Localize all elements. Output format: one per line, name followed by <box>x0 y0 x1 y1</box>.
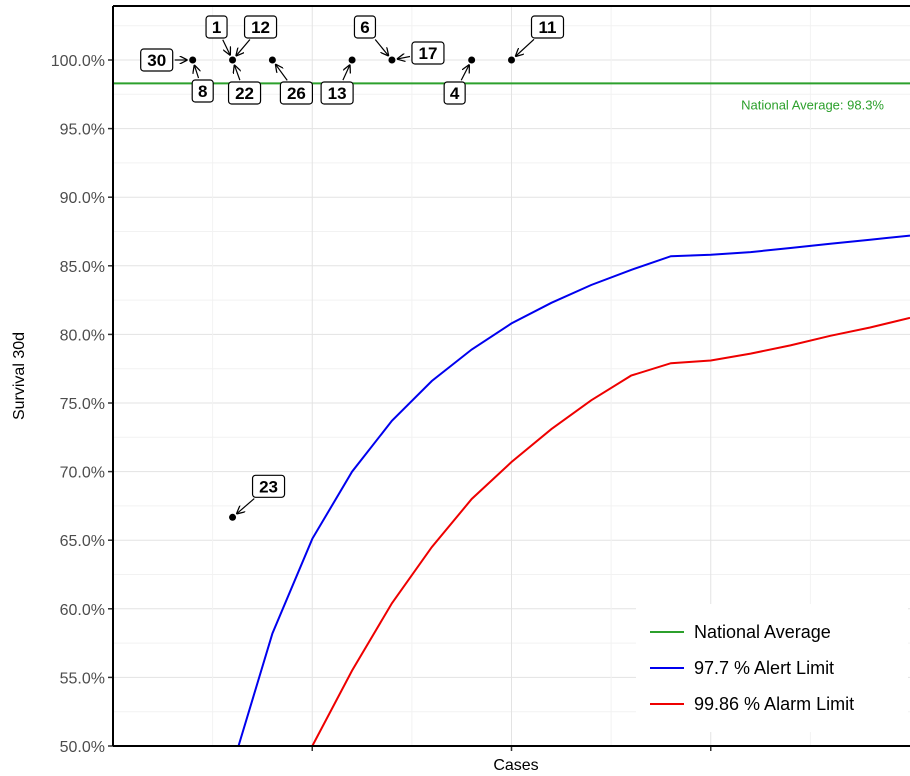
legend-label: 97.7 % Alert Limit <box>694 658 834 678</box>
label-box <box>279 81 313 105</box>
legend-label: 99.86 % Alarm Limit <box>694 694 854 714</box>
grid-lines <box>113 6 910 747</box>
label-box <box>243 15 278 39</box>
label-box <box>320 81 354 105</box>
y-tick-label: 55.0% <box>60 670 105 687</box>
point-markers <box>189 56 515 521</box>
label-arrow <box>236 498 255 514</box>
label-box <box>353 15 377 39</box>
point-label: 1 <box>212 18 221 37</box>
label-arrow <box>397 56 411 59</box>
x-axis-title: Cases <box>493 757 538 774</box>
point-label: 23 <box>259 477 278 496</box>
y-tick-labels: 50.0% 55.0% 60.0% 65.0% 70.0% 75.0% 80.0% 85.0%… <box>51 53 712 756</box>
y-tick-label: 75.0% <box>60 396 105 413</box>
point-label: 6 <box>360 18 369 37</box>
label-box <box>443 81 466 105</box>
label-arrow <box>275 64 288 81</box>
y-tick-label: 90.0% <box>60 190 105 207</box>
label-box <box>530 15 565 39</box>
point-label: 8 <box>198 82 207 101</box>
data-point <box>229 513 237 521</box>
point-labels: 30 8 1 12 22 26 13 6 17 4 11 23 <box>140 15 565 514</box>
data-point <box>189 56 197 64</box>
label-arrow <box>460 64 469 81</box>
y-tick-label: 60.0% <box>60 602 105 619</box>
point-label: 22 <box>235 84 254 103</box>
label-arrow <box>234 65 240 81</box>
point-label: 12 <box>251 18 270 37</box>
y-tick-label: 50.0% <box>60 739 105 756</box>
y-tick-label: 80.0% <box>60 327 105 344</box>
data-point <box>468 56 476 64</box>
point-label: 13 <box>328 84 347 103</box>
y-tick-label: 70.0% <box>60 465 105 482</box>
alarm-limit-line <box>311 316 910 746</box>
national-average-annotation: National Average: 98.3% <box>741 97 884 112</box>
label-arrow <box>342 65 350 81</box>
point-label: 26 <box>287 84 306 103</box>
y-axis-title: Survival 30d <box>11 332 28 420</box>
point-label: 4 <box>450 84 460 103</box>
label-arrow <box>236 39 251 57</box>
legend-label: National Average <box>694 622 831 642</box>
data-point <box>348 56 356 64</box>
legend: National Average 97.7 % Alert Limit 99.86 … <box>636 604 908 732</box>
point-label: 17 <box>418 44 437 63</box>
label-box <box>140 48 174 72</box>
point-label: 30 <box>147 51 166 70</box>
data-point <box>388 56 396 64</box>
data-point <box>229 56 237 64</box>
label-box <box>205 15 228 39</box>
label-box <box>227 81 262 105</box>
y-tick-label: 95.0% <box>60 122 105 139</box>
alert-limit-line <box>237 234 910 746</box>
y-tick-label: 85.0% <box>60 259 105 276</box>
label-box <box>251 474 286 498</box>
data-point <box>268 56 276 64</box>
label-arrow <box>222 39 231 56</box>
y-tick-label: 100.0% <box>51 53 105 70</box>
label-box <box>411 41 445 65</box>
label-arrow <box>374 39 389 57</box>
data-point <box>508 56 515 64</box>
y-tick-label: 65.0% <box>60 533 105 550</box>
point-label: 11 <box>539 18 557 37</box>
series-lines <box>237 234 910 746</box>
label-box <box>191 79 214 103</box>
label-arrow <box>194 65 198 79</box>
label-arrow <box>515 38 535 56</box>
